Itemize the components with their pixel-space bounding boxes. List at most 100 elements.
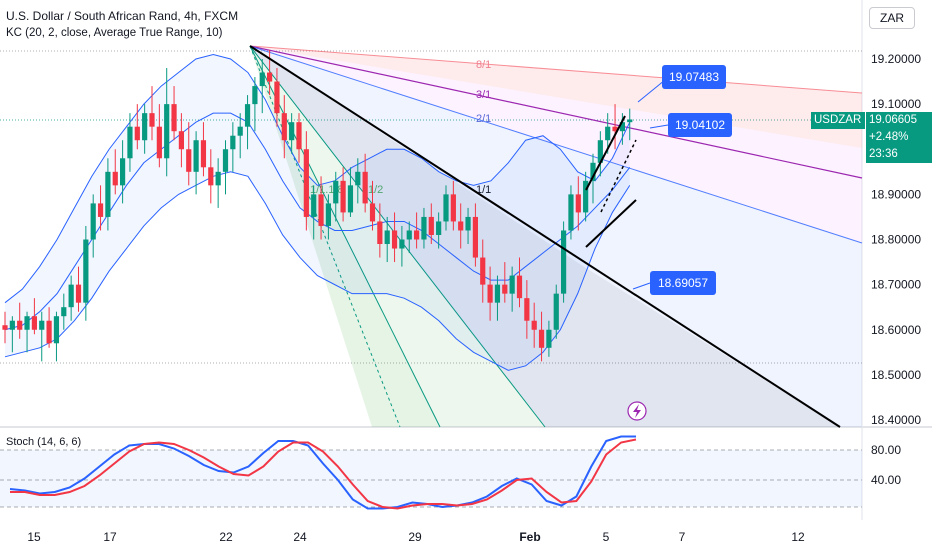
candle-body [627,119,633,123]
candle-body [178,131,184,150]
candle-body [538,329,545,348]
candle-body [244,104,251,127]
candle-body [406,230,412,240]
candle-body [362,171,368,204]
candle-body [377,221,383,245]
callout-18-69057[interactable] [650,271,716,295]
candle-body [61,307,67,317]
fan-label-1-1: 1/1 [476,184,491,196]
candle-body [171,104,177,132]
candle-body [311,194,317,217]
indicator-label[interactable]: KC (20, 2, close, Average True Range, 10… [6,27,223,39]
candle-body [391,230,398,249]
callout-19-07483[interactable] [662,65,726,89]
candle-body [619,122,625,132]
candle-body [303,149,309,217]
candle-body [134,126,140,141]
time-axis-label: 22 [219,530,233,544]
candle-body [333,180,339,204]
price-axis-label: 18.70000 [871,278,921,292]
lightning-icon[interactable] [627,401,647,421]
price-axis-label: 18.80000 [871,233,921,247]
price-axis-label: 19.10000 [871,97,921,111]
price-axis[interactable]: 19.20000 19.10000 18.90000 18.80000 18.70000… [871,52,921,427]
candle-body [222,149,229,172]
candle-body [318,194,324,226]
stoch-axis-label: 80.00 [871,443,901,457]
candle-body [465,216,471,231]
candlesticks[interactable] [2,49,633,362]
price-axis-label: 18.90000 [871,187,921,201]
candle-body [97,203,104,217]
candle-body [215,171,221,186]
candle-body [561,230,567,294]
candle-body [472,216,478,258]
candle-body [590,162,596,181]
callout-18-69057-text: 18.69057 [658,276,708,290]
candle-body [120,158,126,186]
time-axis-label: 29 [408,530,422,544]
currency-button[interactable]: ZAR [869,7,915,29]
candle-body [274,81,280,114]
candle-body [347,185,354,213]
fan-label-1-2: 1/2 [368,184,383,196]
candle-body [186,149,192,172]
candle-body [127,126,133,159]
fan-label-2-1: 2/1 [476,113,491,125]
kc-upper-line [4,53,631,304]
callout-19-07483-text: 19.07483 [669,70,719,84]
candle-body [458,221,464,231]
candle-body [494,284,501,303]
time-axis-label: 24 [293,530,307,544]
candle-body [597,140,603,163]
candle-body [39,320,45,330]
candle-body [480,257,486,285]
candle-body [193,140,199,172]
candle-body [105,171,111,217]
stoch-axis: 80.00 40.00 [871,443,901,487]
time-axis[interactable]: 15 17 22 24 29 Feb 5 7 12 [27,530,805,544]
stoch-d-line [10,438,637,510]
callout-19-04102-text: 19.04102 [675,118,725,132]
candle-body [68,284,74,308]
candle-body [230,135,236,150]
time-axis-label: 15 [27,530,41,544]
candle-body [325,203,331,226]
trend-lines[interactable] [249,45,841,428]
candle-body [281,113,287,141]
time-axis-label: 17 [103,530,117,544]
time-axis-label: 7 [679,530,686,544]
candle-body [112,171,118,186]
candle-body [83,239,89,303]
candle-body [553,293,559,330]
candle-body [200,140,207,168]
callout-19-04102[interactable] [668,113,732,137]
candle-body [487,284,493,303]
candle-body [568,194,574,231]
kc-lower-line [4,171,631,371]
candle-body [296,122,302,150]
last-price-tag: 19.06605 [866,112,932,129]
candle-body [46,320,52,344]
candle-body [90,203,96,240]
candle-body [524,298,530,321]
price-axis-label: 19.20000 [871,52,921,66]
time-axis-label: 12 [791,530,805,544]
stoch-label[interactable]: Stoch (14, 6, 6) [6,436,82,448]
candle-body [156,126,162,159]
stoch-axis-label: 40.00 [871,473,901,487]
candle-body [355,171,361,186]
candle-body [252,86,258,105]
candle-body [267,72,273,82]
price-axis-label: 18.40000 [871,413,921,427]
candle-body [369,203,376,222]
candle-body [24,316,30,330]
countdown-tag: 23:36 [866,146,932,163]
candle-body [509,275,515,294]
stoch-panel[interactable] [0,435,862,510]
price-axis-label: 18.50000 [871,368,921,382]
candle-body [583,180,589,213]
chart-title: U.S. Dollar / South African Rand, 4h, FX… [6,9,239,23]
candle-body [436,221,442,235]
